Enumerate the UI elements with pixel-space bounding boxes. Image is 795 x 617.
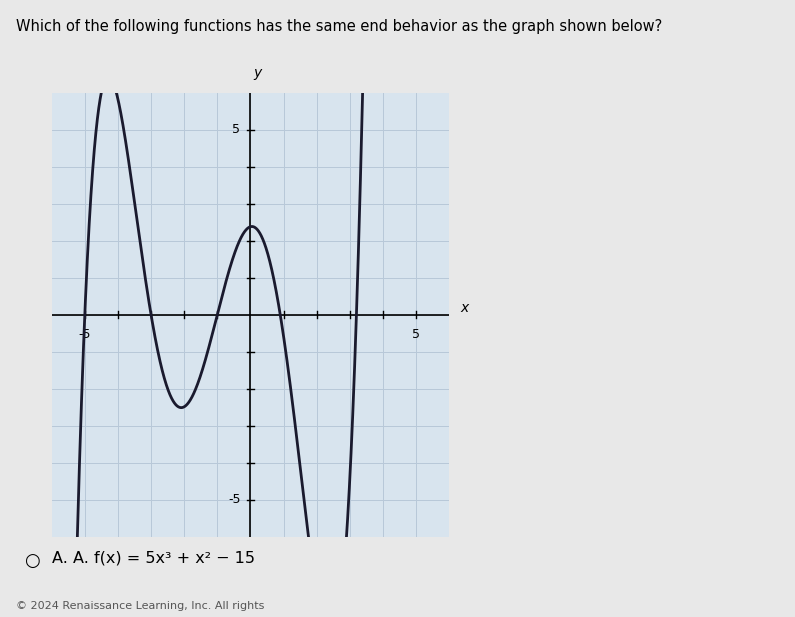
Text: x: x <box>461 301 469 315</box>
Text: © 2024 Renaissance Learning, Inc. All rights: © 2024 Renaissance Learning, Inc. All ri… <box>16 601 264 611</box>
Text: 5: 5 <box>232 123 240 136</box>
Text: -5: -5 <box>228 493 240 507</box>
Text: Which of the following functions has the same end behavior as the graph shown be: Which of the following functions has the… <box>16 19 662 33</box>
Text: y: y <box>253 65 262 80</box>
Text: A. A. f(x) = 5x³ + x² − 15: A. A. f(x) = 5x³ + x² − 15 <box>52 550 254 565</box>
Text: 5: 5 <box>412 328 420 341</box>
Text: -5: -5 <box>79 328 91 341</box>
Text: ○: ○ <box>24 552 40 570</box>
